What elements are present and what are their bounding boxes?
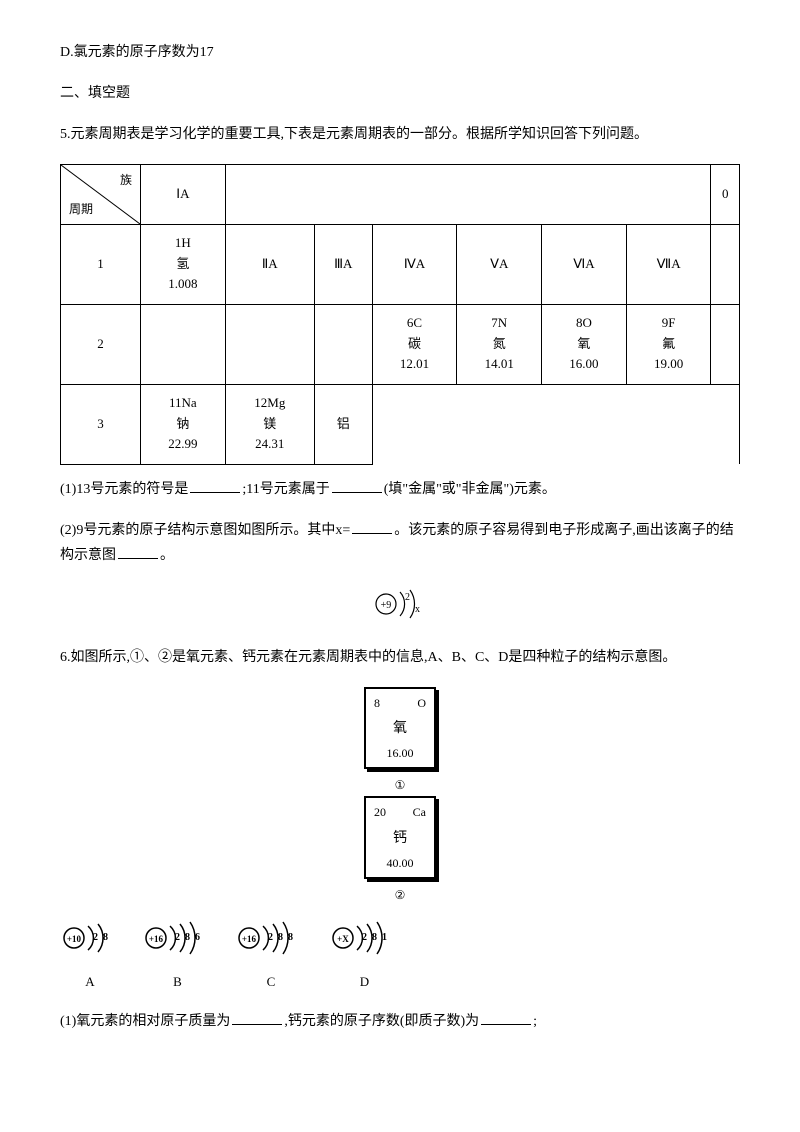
- svg-text:+10: +10: [67, 934, 82, 944]
- svg-text:+X: +X: [337, 934, 349, 944]
- svg-text:6: 6: [195, 932, 200, 943]
- group-1a: ⅠA: [141, 164, 226, 224]
- svg-text:1: 1: [382, 932, 387, 943]
- cell-11na-num: 11Na: [143, 393, 223, 414]
- svg-text:8: 8: [288, 932, 293, 943]
- group-6a: ⅥA: [542, 224, 627, 304]
- header-period-label: 周期: [69, 200, 93, 218]
- group-5a: ⅤA: [457, 224, 542, 304]
- box2-num: 20: [374, 802, 386, 824]
- box1-sym: O: [417, 693, 426, 715]
- q5-part1: (1)13号元素的符号是;11号元素属于(填"金属"或"非金属")元素。: [60, 477, 740, 502]
- box2-label: ②: [60, 885, 740, 907]
- cell-1h-mass: 1.008: [143, 274, 223, 295]
- electron-diagrams: +10 2 8 A +16 2 8 6 B +16 2 8: [60, 918, 740, 993]
- box2-sym: Ca: [413, 802, 426, 824]
- cell-8o-num: 8O: [544, 313, 624, 334]
- box1-name: 氧: [368, 714, 432, 743]
- q5-atom-figure: +9 2 x: [60, 584, 740, 633]
- section-2-title: 二、填空题: [60, 81, 740, 106]
- atom-shell1: 2: [405, 592, 410, 603]
- svg-text:2: 2: [175, 932, 180, 943]
- option-d: D.氯元素的原子序数为17: [60, 40, 740, 65]
- box1-label: ①: [60, 775, 740, 797]
- period-1: 1: [61, 224, 141, 304]
- cell-9f-name: 氟: [629, 334, 709, 355]
- cell-7n-mass: 14.01: [459, 354, 539, 375]
- q6-part1: (1)氧元素的相对原子质量为,钙元素的原子序数(即质子数)为;: [60, 1009, 740, 1034]
- svg-text:2: 2: [362, 932, 367, 943]
- atom-shell2: x: [415, 604, 420, 615]
- period-3: 3: [61, 384, 141, 464]
- cell-9f-num: 9F: [629, 313, 709, 334]
- cell-11na-mass: 22.99: [143, 434, 223, 455]
- box2-mass: 40.00: [368, 853, 432, 875]
- cell-7n-name: 氮: [459, 334, 539, 355]
- cell-11na-name: 钠: [143, 414, 223, 435]
- svg-text:8: 8: [278, 932, 283, 943]
- group-3a: ⅢA: [314, 224, 372, 304]
- q5-intro: 5.元素周期表是学习化学的重要工具,下表是元素周期表的一部分。根据所学知识回答下…: [60, 122, 740, 147]
- cell-1h-num: 1H: [143, 233, 223, 254]
- cell-6c-num: 6C: [375, 313, 455, 334]
- svg-text:8: 8: [372, 932, 377, 943]
- cell-6c-name: 碳: [375, 334, 455, 355]
- svg-text:8: 8: [185, 932, 190, 943]
- q5-part2: (2)9号元素的原子结构示意图如图所示。其中x=。该元素的原子容易得到电子形成离…: [60, 518, 740, 568]
- cell-12mg-mass: 24.31: [228, 434, 312, 455]
- cell-7n-num: 7N: [459, 313, 539, 334]
- electron-d-label: D: [329, 970, 401, 993]
- cell-1h-name: 氢: [143, 254, 223, 275]
- svg-text:2: 2: [93, 932, 98, 943]
- cell-al-name: 铝: [317, 414, 370, 434]
- cell-12mg-num: 12Mg: [228, 393, 312, 414]
- element-boxes: 8 O 氧 16.00 ① 20 Ca 钙 40.00 ②: [60, 687, 740, 907]
- group-2a: ⅡA: [225, 224, 314, 304]
- group-7a: ⅦA: [626, 224, 711, 304]
- period-2: 2: [61, 304, 141, 384]
- svg-text:8: 8: [103, 932, 108, 943]
- cell-6c-mass: 12.01: [375, 354, 455, 375]
- box1-num: 8: [374, 693, 380, 715]
- cell-9f-mass: 19.00: [629, 354, 709, 375]
- group-0: 0: [711, 164, 740, 224]
- q6-intro: 6.如图所示,①、②是氧元素、钙元素在元素周期表中的信息,A、B、C、D是四种粒…: [60, 645, 740, 670]
- header-group-label: 族: [120, 171, 132, 189]
- group-4a: ⅣA: [372, 224, 457, 304]
- box1-mass: 16.00: [368, 743, 432, 765]
- svg-text:2: 2: [268, 932, 273, 943]
- electron-c-label: C: [235, 970, 307, 993]
- svg-text:+16: +16: [242, 934, 257, 944]
- box2-name: 钙: [368, 824, 432, 853]
- cell-8o-mass: 16.00: [544, 354, 624, 375]
- cell-8o-name: 氧: [544, 334, 624, 355]
- cell-12mg-name: 镁: [228, 414, 312, 435]
- svg-text:+16: +16: [148, 934, 163, 944]
- atom-nucleus: +9: [381, 600, 392, 611]
- periodic-table: 族 周期 ⅠA 0 1 1H 氢 1.008 ⅡA ⅢA ⅣA ⅤA ⅥA ⅦA…: [60, 164, 740, 465]
- electron-a-label: A: [60, 970, 120, 993]
- electron-b-label: B: [142, 970, 214, 993]
